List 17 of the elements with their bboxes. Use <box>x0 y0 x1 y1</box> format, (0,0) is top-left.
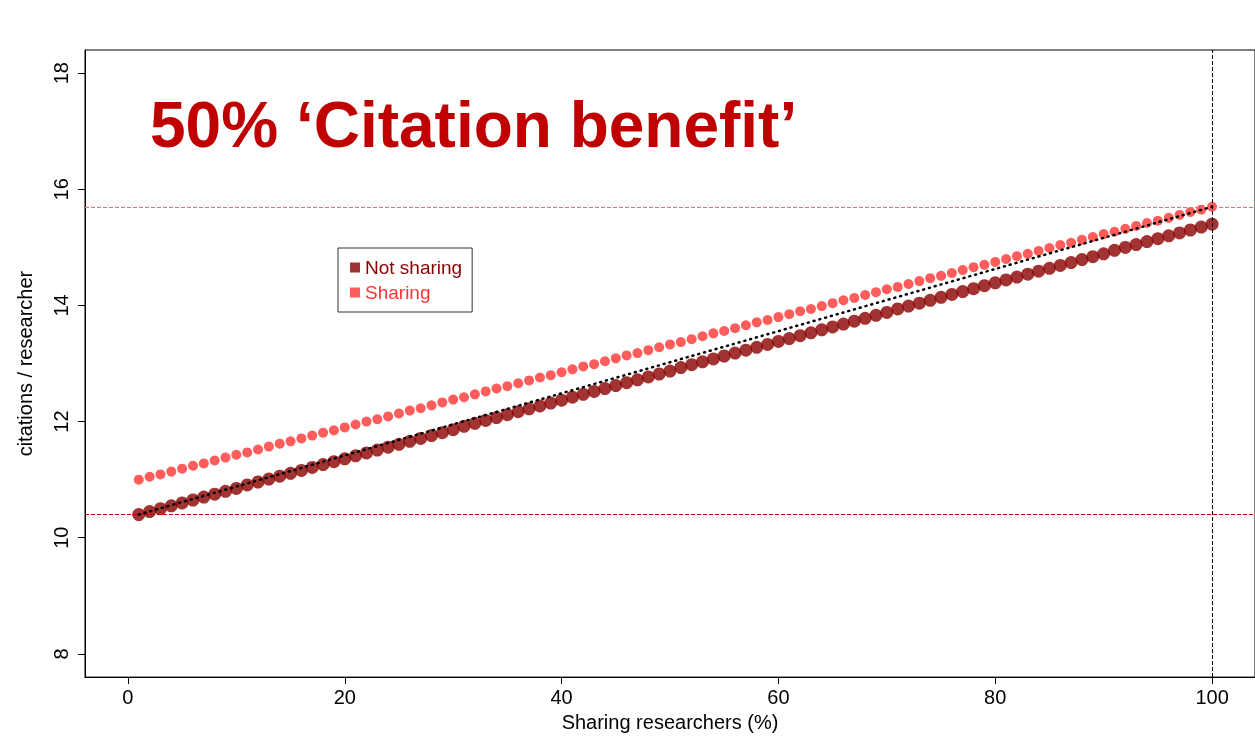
x-tick-label: 60 <box>767 686 790 709</box>
x-tick-label: 40 <box>550 686 573 709</box>
legend-label: Sharing <box>365 282 431 303</box>
y-tick-label: 10 <box>50 526 72 549</box>
y-tick-label: 18 <box>50 62 72 85</box>
y-tick-label: 12 <box>50 410 72 433</box>
x-tick-label: 20 <box>333 686 356 709</box>
y-tick-label: 8 <box>50 648 72 660</box>
x-tick-label: 80 <box>984 686 1007 709</box>
y-axis-title: citations / researcher <box>14 270 36 457</box>
x-tick-label: 0 <box>122 686 134 709</box>
y-tick-label: 16 <box>50 178 72 201</box>
text: 50% ‘Citation benefit’ <box>150 89 798 161</box>
x-axis-title: Sharing researchers (%) <box>561 711 779 733</box>
y-tick-label: 14 <box>50 294 72 317</box>
legend-label: Not sharing <box>365 257 463 278</box>
x-tick-label: 100 <box>1195 686 1229 709</box>
